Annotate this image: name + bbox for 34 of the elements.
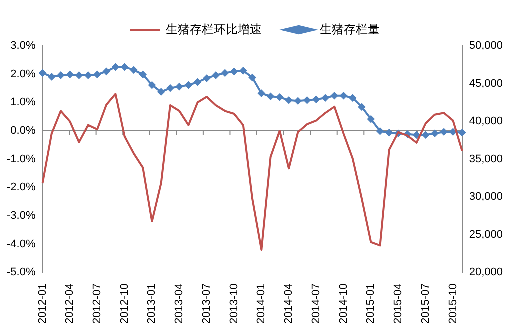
x-tick-label: 2013-10 [228,284,240,324]
x-tick-label: 2015-10 [447,284,460,324]
y-tick-label: -2.0% [6,182,36,194]
y-tick-label: 2.0% [10,68,36,80]
y-tick-label: 3.0% [10,40,36,52]
x-tick-label: 2012-04 [64,284,76,324]
y-tick-label: -4.0% [6,238,36,250]
y2-tick-label: 20,000 [469,266,504,279]
x-tick-label: 2012-10 [118,284,131,324]
x-tick-label: 2013-01 [146,284,158,324]
y2-tick-label: 30,000 [469,191,504,204]
y2-tick-label: 25,000 [469,228,504,241]
x-tick-label: 2014-01 [256,284,268,324]
legend-label: 生猪存栏量 [320,22,380,36]
legend-label: 生猪存栏环比增速 [166,22,262,36]
y-tick-label: 0.0% [10,125,36,138]
x-tick-label: 2015-07 [420,284,432,324]
x-tick-label: 2013-04 [174,284,186,324]
x-tick-label: 2012-01 [36,284,49,324]
y2-tick-label: 50,000 [469,40,504,52]
x-tick-label: 2015-04 [392,284,405,324]
x-tick-label: 2014-10 [338,284,350,324]
y2-tick-label: 35,000 [469,153,504,166]
x-tick-label: 2012-07 [92,284,104,324]
y2-tick-label: 40,000 [469,116,504,128]
y-tick-label: -3.0% [6,210,36,222]
x-tick-label: 2015-01 [365,284,378,324]
y-tick-label: -1.0% [6,153,36,166]
x-tick-label: 2013-07 [200,284,213,324]
x-tick-label: 2014-07 [310,284,322,324]
x-tick-label: 2014-04 [283,284,296,324]
y2-tick-label: 45,000 [469,78,504,90]
y-tick-label: -5.0% [6,266,36,279]
y-tick-label: 1.0% [10,96,36,109]
